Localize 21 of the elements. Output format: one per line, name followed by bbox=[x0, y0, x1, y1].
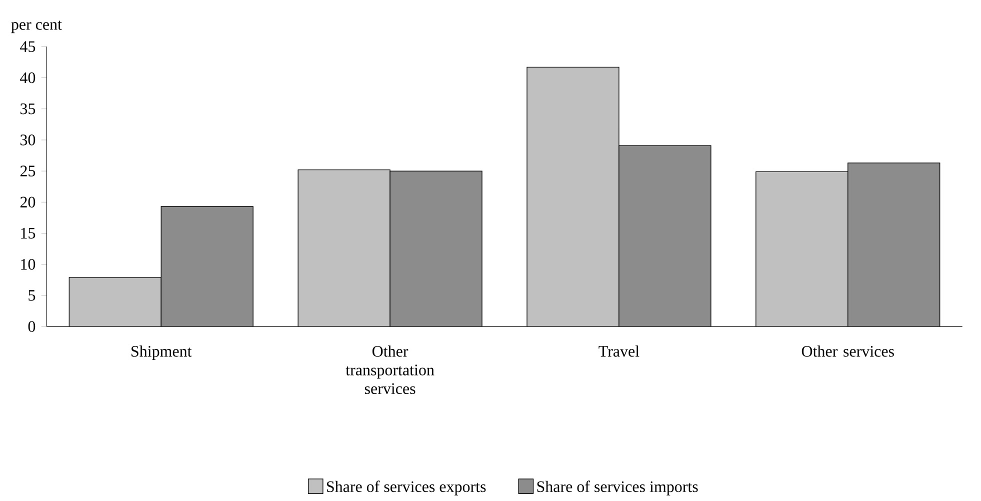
y-tick-label: 0 bbox=[28, 321, 36, 332]
bar bbox=[68, 277, 162, 326]
y-tick-label: 15 bbox=[21, 228, 36, 239]
legend-label: Share of services imports bbox=[537, 480, 698, 496]
bar bbox=[756, 171, 848, 326]
bar bbox=[298, 169, 390, 326]
y-tick-label: 40 bbox=[20, 72, 36, 84]
x-tick-label: Shipment bbox=[132, 345, 192, 360]
y-axis-title: per cent bbox=[11, 20, 62, 33]
x-tick-label: Other services bbox=[802, 345, 894, 357]
y-tick-label: 30 bbox=[20, 134, 36, 146]
x-tick-label: Other transportation services bbox=[346, 345, 434, 394]
x-tick-label: Travel bbox=[598, 345, 640, 357]
y-tick-label: 35 bbox=[20, 103, 36, 114]
y-tick-label: 20 bbox=[20, 196, 36, 208]
y-tick-label: 5 bbox=[28, 290, 36, 301]
y-tick-label: 10 bbox=[21, 258, 36, 270]
bar bbox=[526, 66, 620, 326]
y-tick-label: 25 bbox=[20, 166, 36, 176]
legend-label: Share of services exports bbox=[327, 480, 486, 496]
y-tick-label: 45 bbox=[20, 41, 36, 52]
